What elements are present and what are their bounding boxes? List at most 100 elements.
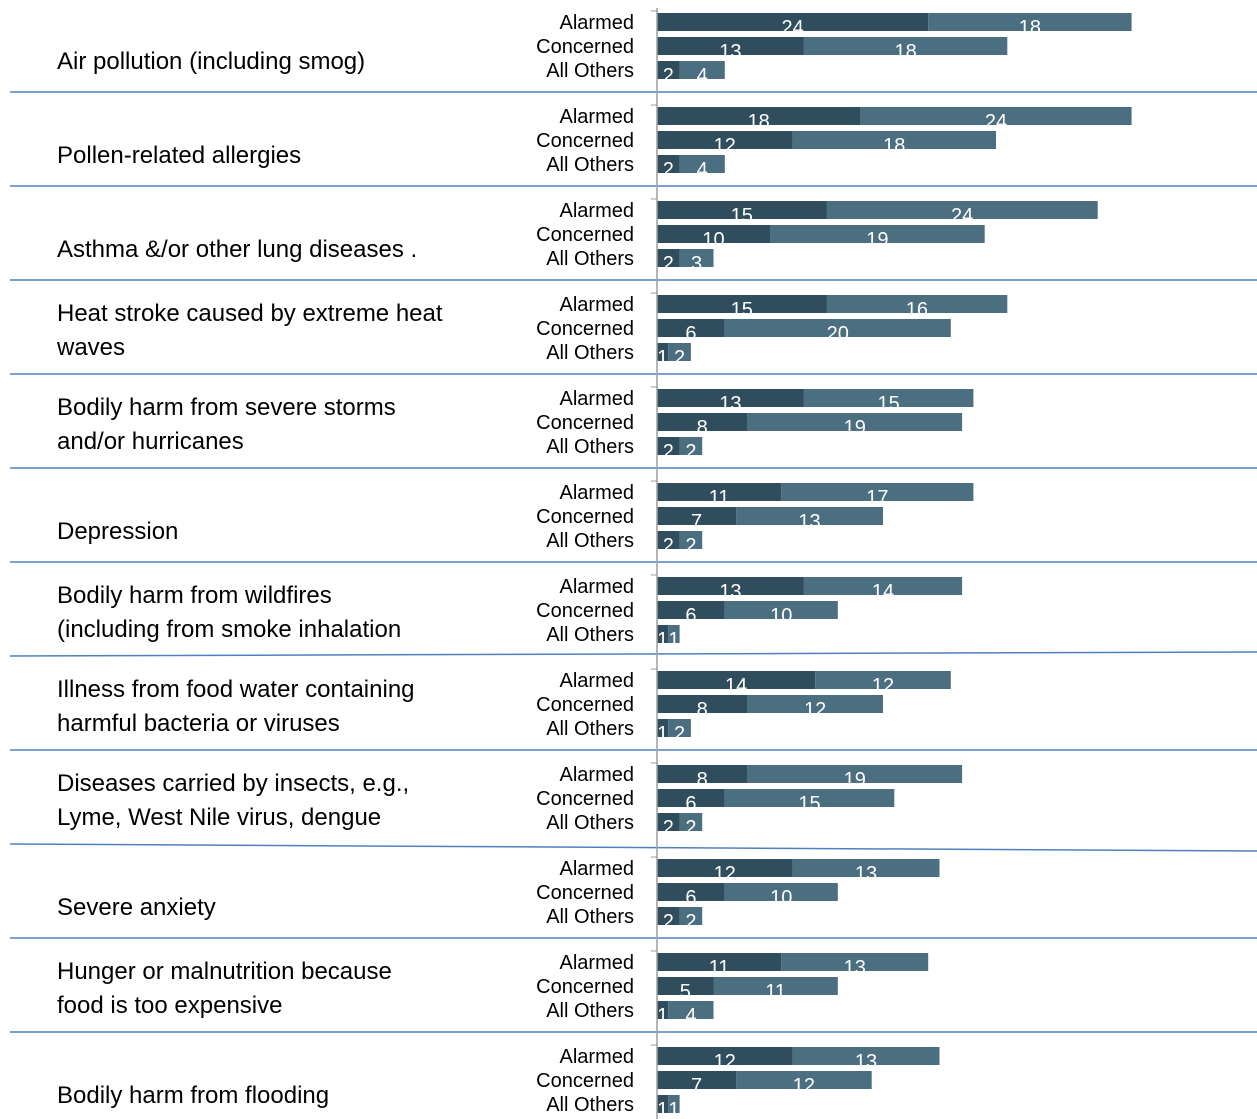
panel-separator <box>9 651 1257 657</box>
group-label: All Others <box>546 1094 634 1116</box>
group-label: Alarmed <box>560 670 634 692</box>
value-label: 8 <box>697 699 708 721</box>
group-label: Alarmed <box>560 576 634 598</box>
value-label: 13 <box>719 41 741 63</box>
value-label: 13 <box>844 957 866 979</box>
value-label: 12 <box>714 1051 736 1073</box>
value-label: 13 <box>719 581 741 603</box>
category-label: Bodily harm from flooding <box>57 1082 329 1109</box>
bar-segment-very-worried <box>657 319 725 337</box>
bar-segment-very-worried <box>657 37 804 55</box>
bar-segment-somewhat-worried <box>668 1095 680 1113</box>
group-label: All Others <box>546 248 634 270</box>
group-label: All Others <box>546 718 634 740</box>
bar-segment-very-worried <box>657 859 793 877</box>
group-label: Concerned <box>536 36 634 58</box>
bar-segment-somewhat-worried <box>724 319 951 337</box>
group-label: All Others <box>546 906 634 928</box>
bar-segment-very-worried <box>657 131 793 149</box>
bar-segment-very-worried <box>657 155 680 173</box>
group-label: Concerned <box>536 506 634 528</box>
bar-segment-very-worried <box>657 1095 669 1113</box>
bar-segment-very-worried <box>657 389 804 407</box>
category-label: Depression <box>57 518 178 545</box>
bar-segment-very-worried <box>657 61 680 79</box>
bar-segment-very-worried <box>657 295 827 313</box>
value-label: 1 <box>657 1005 668 1027</box>
value-label: 1 <box>657 1099 668 1119</box>
bar-segment-very-worried <box>657 765 748 783</box>
value-label: 8 <box>697 417 708 439</box>
value-label: 14 <box>872 581 894 603</box>
group-label: All Others <box>546 530 634 552</box>
bar-segment-somewhat-worried <box>736 1071 872 1089</box>
value-label: 4 <box>697 159 708 181</box>
bar-segment-very-worried <box>657 507 737 525</box>
value-label: 12 <box>714 863 736 885</box>
value-label: 6 <box>685 793 696 815</box>
value-label: 12 <box>804 699 826 721</box>
value-label: 2 <box>663 253 674 275</box>
panel-separator <box>9 843 1257 852</box>
group-label: All Others <box>546 436 634 458</box>
value-label: 2 <box>663 441 674 463</box>
bar-segment-somewhat-worried <box>679 155 725 173</box>
group-label: Concerned <box>536 694 634 716</box>
value-label: 2 <box>685 441 696 463</box>
bar-segment-very-worried <box>657 437 680 455</box>
bar-segment-somewhat-worried <box>679 907 703 925</box>
bar-segment-very-worried <box>657 695 748 713</box>
group-label: Alarmed <box>560 764 634 786</box>
value-label: 19 <box>866 229 888 251</box>
value-label: 11 <box>765 981 786 1003</box>
group-label: Concerned <box>536 318 634 340</box>
bar-segment-somewhat-worried <box>792 1047 940 1065</box>
value-label: 2 <box>663 817 674 839</box>
bar-segment-very-worried <box>657 625 669 643</box>
bar-segment-very-worried <box>657 1001 669 1019</box>
bar-segment-somewhat-worried <box>713 977 838 995</box>
bar-segment-very-worried <box>657 413 748 431</box>
bar-segment-very-worried <box>657 1047 793 1065</box>
bar-segment-somewhat-worried <box>668 625 680 643</box>
group-label: All Others <box>546 342 634 364</box>
value-label: 5 <box>680 981 691 1003</box>
bar-segment-very-worried <box>657 577 804 595</box>
value-label: 18 <box>1019 17 1041 39</box>
group-label: Alarmed <box>560 388 634 410</box>
bar-segment-very-worried <box>657 953 782 971</box>
value-label: 14 <box>725 675 747 697</box>
value-label: 2 <box>685 535 696 557</box>
value-label: 7 <box>691 1075 702 1097</box>
value-label: 11 <box>709 487 730 509</box>
category-label: Diseases carried by insects, e.g., Lyme, … <box>57 770 409 831</box>
bar-segment-very-worried <box>657 483 782 501</box>
bar-segment-somewhat-worried <box>736 507 883 525</box>
value-label: 6 <box>685 605 696 627</box>
group-label: Concerned <box>536 130 634 152</box>
group-label: Concerned <box>536 976 634 998</box>
bar-segment-somewhat-worried <box>792 131 996 149</box>
bar-segment-somewhat-worried <box>668 343 691 361</box>
value-label: 1 <box>657 347 668 369</box>
group-label: Concerned <box>536 788 634 810</box>
value-label: 6 <box>685 323 696 345</box>
value-label: 1 <box>657 723 668 745</box>
value-label: 4 <box>685 1005 696 1027</box>
value-label: 16 <box>906 299 928 321</box>
group-label: Concerned <box>536 1070 634 1092</box>
group-label: Alarmed <box>560 200 634 222</box>
value-label: 2 <box>663 159 674 181</box>
group-label: Alarmed <box>560 1046 634 1068</box>
bar-segment-very-worried <box>657 107 861 125</box>
bar-segment-very-worried <box>657 249 680 267</box>
group-label: Concerned <box>536 600 634 622</box>
value-label: 19 <box>844 417 866 439</box>
value-label: 15 <box>731 299 753 321</box>
value-label: 15 <box>798 793 820 815</box>
value-label: 2 <box>663 911 674 933</box>
value-label: 6 <box>685 887 696 909</box>
value-label: 18 <box>748 111 770 133</box>
value-label: 3 <box>691 253 702 275</box>
bar-segment-very-worried <box>657 977 714 995</box>
